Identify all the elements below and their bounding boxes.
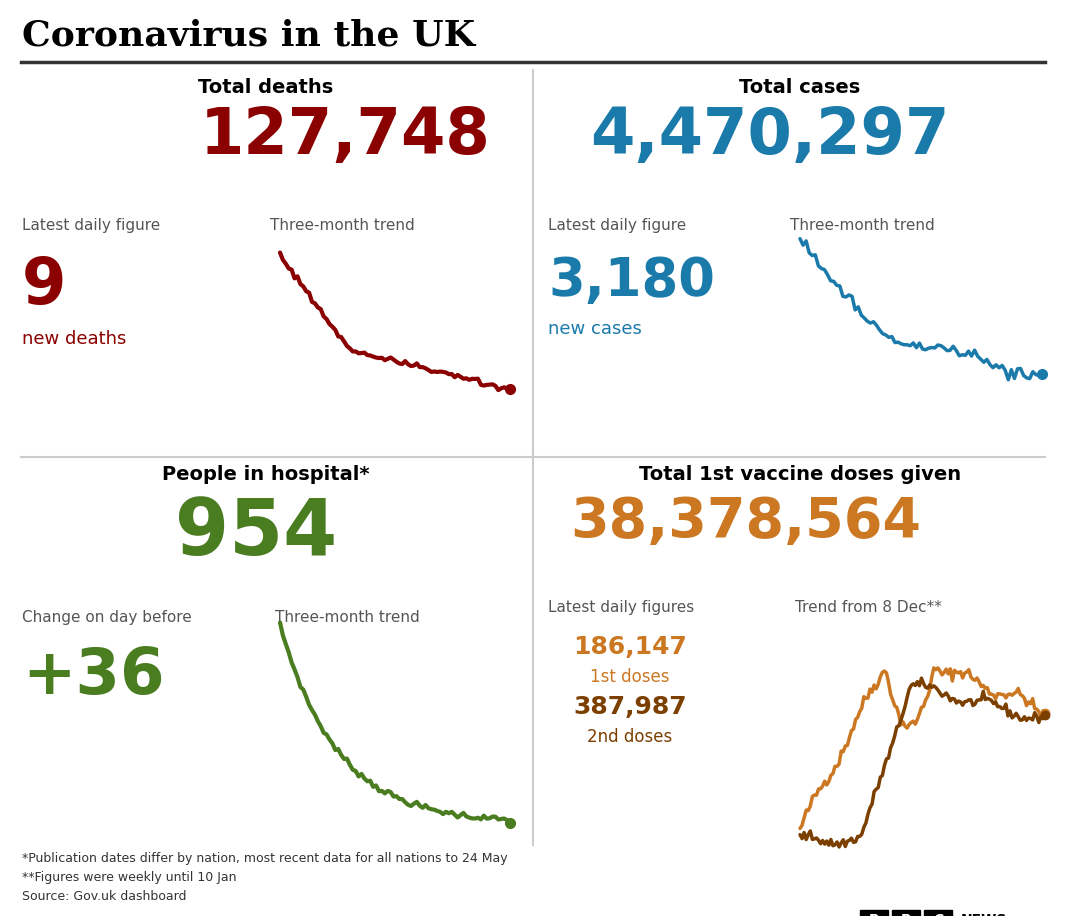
Text: +36: +36 bbox=[22, 645, 164, 707]
Text: Source: Gov.uk dashboard: Source: Gov.uk dashboard bbox=[22, 890, 187, 903]
Text: B: B bbox=[869, 913, 879, 916]
Text: 954: 954 bbox=[175, 495, 337, 571]
Text: 9: 9 bbox=[22, 255, 66, 317]
Text: new cases: new cases bbox=[548, 320, 642, 338]
Text: 38,378,564: 38,378,564 bbox=[570, 495, 921, 549]
Text: Total 1st vaccine doses given: Total 1st vaccine doses given bbox=[639, 465, 962, 484]
Text: Latest daily figures: Latest daily figures bbox=[548, 600, 694, 615]
Text: 186,147: 186,147 bbox=[574, 635, 687, 659]
Text: Total cases: Total cases bbox=[740, 78, 860, 97]
FancyBboxPatch shape bbox=[860, 910, 888, 916]
FancyBboxPatch shape bbox=[892, 910, 920, 916]
Text: 387,987: 387,987 bbox=[574, 695, 687, 719]
Text: **Figures were weekly until 10 Jan: **Figures were weekly until 10 Jan bbox=[22, 871, 237, 884]
Text: 1st doses: 1st doses bbox=[591, 668, 669, 686]
Text: Three-month trend: Three-month trend bbox=[270, 218, 415, 233]
FancyBboxPatch shape bbox=[924, 910, 952, 916]
Text: Change on day before: Change on day before bbox=[22, 610, 192, 625]
Text: Three-month trend: Three-month trend bbox=[275, 610, 420, 625]
Text: C: C bbox=[933, 913, 943, 916]
Text: Total deaths: Total deaths bbox=[198, 78, 334, 97]
Text: NEWS: NEWS bbox=[962, 913, 1007, 916]
Text: new deaths: new deaths bbox=[22, 330, 127, 348]
Text: Latest daily figure: Latest daily figure bbox=[548, 218, 687, 233]
Text: Three-month trend: Three-month trend bbox=[790, 218, 935, 233]
Text: People in hospital*: People in hospital* bbox=[162, 465, 370, 484]
Text: Coronavirus in the UK: Coronavirus in the UK bbox=[22, 18, 475, 52]
Text: *Publication dates differ by nation, most recent data for all nations to 24 May: *Publication dates differ by nation, mos… bbox=[22, 852, 507, 865]
Text: 127,748: 127,748 bbox=[200, 105, 490, 167]
Text: Trend from 8 Dec**: Trend from 8 Dec** bbox=[795, 600, 942, 615]
Text: 3,180: 3,180 bbox=[548, 255, 715, 307]
Text: Latest daily figure: Latest daily figure bbox=[22, 218, 160, 233]
Text: 2nd doses: 2nd doses bbox=[587, 728, 673, 746]
Text: B: B bbox=[901, 913, 911, 916]
Text: 4,470,297: 4,470,297 bbox=[589, 105, 950, 167]
